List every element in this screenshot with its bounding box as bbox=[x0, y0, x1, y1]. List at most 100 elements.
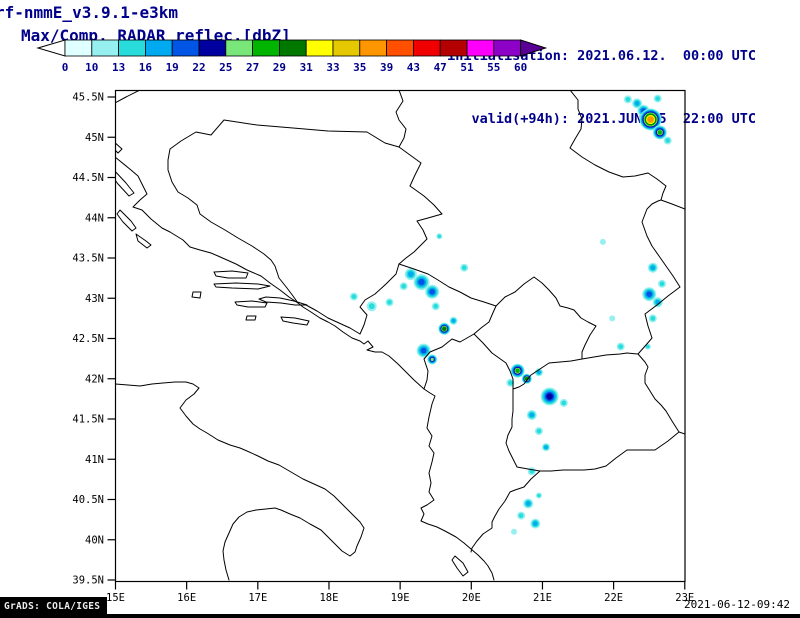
radar-echo bbox=[537, 493, 541, 498]
map-outlines bbox=[115, 90, 685, 581]
radar-echo bbox=[401, 283, 407, 289]
radar-echo bbox=[655, 96, 661, 101]
coastline-islands bbox=[115, 142, 469, 577]
colorbar-tick-label: 29 bbox=[273, 61, 286, 74]
colorbar-tick-label: 33 bbox=[326, 61, 339, 74]
border-serbia-macedonia bbox=[581, 352, 639, 360]
lat-tick-label: 43.5N bbox=[72, 253, 104, 265]
coastline-adriatic-east bbox=[115, 156, 495, 581]
radar-echo bbox=[387, 299, 392, 305]
border-montenegro-kosovo bbox=[473, 305, 497, 335]
colorbar-segment bbox=[412, 39, 441, 57]
radar-echo bbox=[408, 271, 414, 277]
colorbar-segment bbox=[198, 39, 227, 57]
colorbar-tick-label: 19 bbox=[166, 61, 179, 74]
radar-echo bbox=[546, 393, 553, 400]
border-serbia-romania bbox=[569, 90, 667, 201]
colorbar-segment bbox=[493, 39, 521, 57]
border-montenegro-albania bbox=[423, 333, 475, 390]
model-title: rf-nmmE_v3.9.1-e3km bbox=[0, 3, 179, 22]
colorbar-segment bbox=[171, 39, 200, 57]
radar-echo bbox=[518, 513, 524, 518]
radar-echo bbox=[430, 357, 434, 362]
radar-echo bbox=[657, 130, 663, 135]
radar-echo bbox=[599, 238, 606, 245]
radar-echo bbox=[665, 138, 671, 143]
init-time: initialisation: 2021.06.12. 00:00 UTC bbox=[447, 48, 756, 64]
radar-echo bbox=[646, 291, 652, 298]
colorbar-segment bbox=[118, 39, 146, 57]
lat-tick-label: 42N bbox=[85, 373, 104, 385]
border-macedonia-greece bbox=[539, 431, 680, 472]
border-serbia-bulgaria bbox=[637, 199, 681, 355]
border-serbia-montenegro bbox=[398, 263, 497, 307]
lon-tick-label: 20E bbox=[462, 592, 481, 604]
radar-echo bbox=[646, 344, 650, 349]
border-kosovo-macedonia bbox=[512, 358, 583, 390]
radar-echo bbox=[625, 97, 631, 102]
lon-tick-label: 16E bbox=[177, 592, 196, 604]
radar-echo bbox=[529, 412, 535, 418]
colorbar-segment bbox=[144, 39, 173, 57]
lat-tick-label: 40N bbox=[85, 534, 104, 546]
lon-axis: 15E 16E 17E 18E 19E 20E 21E 22E 23E bbox=[106, 581, 694, 604]
border-kosovo-albania bbox=[473, 333, 514, 390]
radar-echo bbox=[433, 303, 439, 309]
radar-echo bbox=[634, 101, 640, 106]
radar-echo bbox=[647, 116, 654, 123]
radar-echo bbox=[525, 501, 531, 506]
radar-echo bbox=[511, 528, 517, 535]
colorbar-tick-label: 39 bbox=[380, 61, 393, 74]
grads-stamp: GrADS: COLA/IGES bbox=[0, 597, 108, 618]
radar-echo bbox=[650, 316, 656, 321]
colorbar-over-arrow bbox=[520, 39, 548, 57]
border-macedonia-bulgaria bbox=[637, 353, 680, 433]
border-romania-bulgaria bbox=[660, 199, 685, 210]
colorbar-tick-label: 31 bbox=[300, 61, 314, 74]
lon-tick-label: 22E bbox=[604, 592, 623, 604]
colorbar-segment bbox=[332, 39, 361, 57]
lat-tick-label: 44N bbox=[85, 212, 104, 224]
colorbar-tick-label: 35 bbox=[353, 61, 366, 74]
bottom-border-bar bbox=[0, 614, 800, 618]
lat-tick-label: 40.5N bbox=[72, 494, 104, 506]
colorbar-tick-label: 22 bbox=[192, 61, 205, 74]
radar-echo bbox=[515, 368, 520, 373]
lon-tick-label: 15E bbox=[106, 592, 125, 604]
colorbar-tick-label: 47 bbox=[434, 61, 447, 74]
lat-tick-label: 44.5N bbox=[72, 172, 104, 184]
lat-tick-label: 39.5N bbox=[72, 575, 104, 587]
lon-tick-label: 19E bbox=[391, 592, 410, 604]
colorbar: 0 10 13 16 19 22 25 27 29 31 33 35 39 43 47 51 55 60 bbox=[36, 39, 548, 74]
border-kosovo-serbia bbox=[495, 276, 597, 360]
colorbar-tick-label: 0 bbox=[62, 61, 69, 74]
radar-echo bbox=[532, 521, 538, 526]
colorbar-segment bbox=[64, 39, 93, 57]
colorbar-segment bbox=[466, 39, 495, 57]
radar-echo bbox=[537, 370, 541, 375]
radar-echo bbox=[618, 344, 624, 349]
lon-tick-label: 18E bbox=[319, 592, 338, 604]
radar-echo bbox=[429, 289, 436, 295]
colorbar-segment bbox=[386, 39, 414, 57]
border-bulgaria-greece bbox=[678, 431, 685, 435]
radar-echo bbox=[451, 318, 456, 323]
border-croatia-serbia bbox=[395, 90, 407, 148]
lat-tick-label: 42.5N bbox=[72, 333, 104, 345]
lon-tick-label: 23E bbox=[675, 592, 694, 604]
radar-echo bbox=[420, 347, 427, 354]
radar-echo bbox=[650, 265, 656, 271]
radar-echo bbox=[442, 327, 447, 331]
lat-axis: 45.5N 45N 44.5N 44N 43.5N 43N 42.5N 42N 41.5N 41N… bbox=[72, 92, 116, 587]
border-albania-macedonia bbox=[505, 388, 541, 472]
lon-tick-label: 21E bbox=[533, 592, 552, 604]
colorbar-tick-label: 13 bbox=[112, 61, 125, 74]
colorbar-segment bbox=[359, 39, 387, 57]
colorbar-tick-label: 60 bbox=[514, 61, 527, 74]
radar-echo bbox=[368, 303, 375, 310]
radar-echo bbox=[544, 445, 548, 450]
colorbar-tick-label: 10 bbox=[85, 61, 98, 74]
radar-echoes bbox=[349, 94, 672, 535]
